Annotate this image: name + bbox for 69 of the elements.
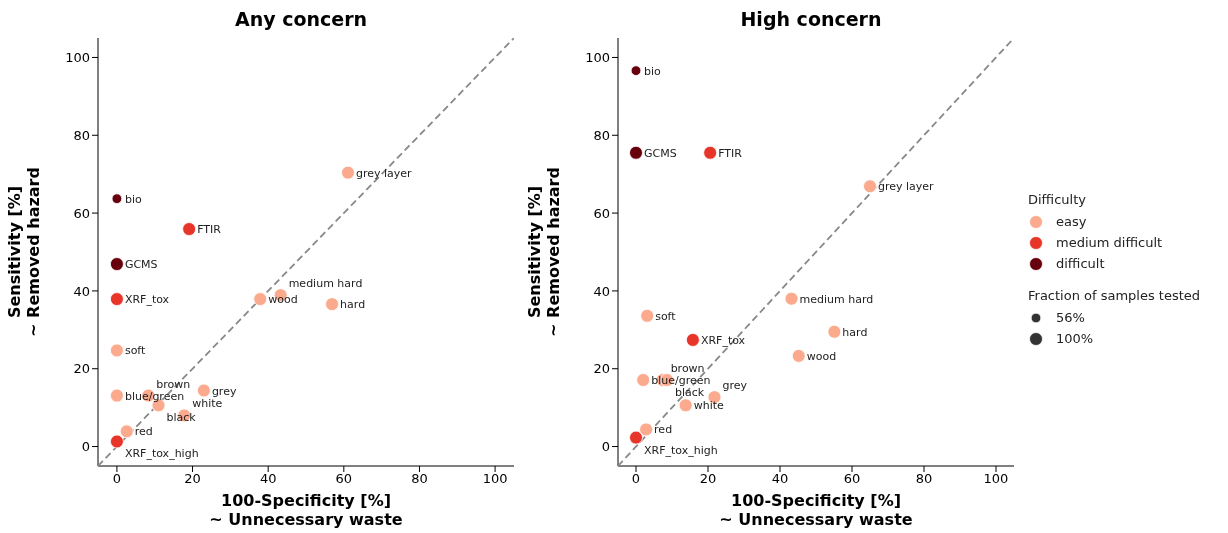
x-tick-label: 80 <box>915 471 933 487</box>
annotation: wood <box>268 293 298 307</box>
annotation: GCMS <box>124 258 158 272</box>
y-tick-label: 80 <box>593 127 610 143</box>
annotation: FTIR <box>718 146 743 160</box>
annotation: soft <box>124 344 147 358</box>
text: Fraction of samples tested <box>1028 288 1202 303</box>
y-axis-title: Sensitivity [%] ~ Removed hazard <box>524 167 563 337</box>
annotation: white <box>192 397 223 411</box>
y-tick-label: 20 <box>593 361 610 377</box>
annotation: GCMS <box>644 146 677 160</box>
annotation: black <box>166 411 197 425</box>
legend-label: difficult <box>1056 256 1105 271</box>
x-tick-label: 0 <box>112 471 122 487</box>
y-tick-label: 20 <box>73 361 90 377</box>
annotation: hard <box>340 298 366 312</box>
x-tick-label: 0 <box>631 471 641 487</box>
x-axis-title: 100-Specificity [%] ~ Unnecessary waste <box>719 491 913 529</box>
annotation: black <box>674 386 705 400</box>
y-tick-label: 60 <box>593 205 610 221</box>
annotation: medium hard <box>288 277 363 291</box>
y-tick-label: 40 <box>593 283 610 299</box>
annotation: red <box>654 423 673 437</box>
y-tick-label: 100 <box>585 50 610 66</box>
annotation: grey <box>722 379 748 393</box>
annotation: brown <box>670 362 705 376</box>
annotation: grey layer <box>355 166 413 180</box>
x-tick-label: 80 <box>411 471 428 487</box>
y-tick-label: 0 <box>601 439 610 455</box>
legend-label: easy <box>1056 214 1087 229</box>
x-axis-title: 100-Specificity [%] ~ Unnecessary waste <box>209 491 403 529</box>
y-axis-title: Sensitivity [%] ~ Removed hazard <box>4 167 43 337</box>
legend-title: Difficulty <box>1028 192 1087 207</box>
annotation: grey layer <box>878 180 935 194</box>
y-tick-label: 60 <box>73 205 90 221</box>
annotation: XRF_tox_high <box>644 443 718 457</box>
annotation: XRF_tox <box>700 333 746 347</box>
legend-label: 56% <box>1056 310 1085 325</box>
y-tick-label: 100 <box>65 50 90 66</box>
x-tick-label: 40 <box>259 471 277 487</box>
annotation: red <box>134 425 153 439</box>
x-tick-label: 40 <box>771 471 789 487</box>
annotation: XRF_tox_high <box>124 447 199 461</box>
x-tick-label: 100 <box>983 471 1009 487</box>
y-tick-label: 40 <box>73 283 90 299</box>
legend-label: 100% <box>1056 331 1094 346</box>
annotation: XRF_tox <box>124 293 170 307</box>
annotation: bio <box>644 64 662 78</box>
y-tick-label: 80 <box>73 127 90 143</box>
annotation: bio <box>124 192 142 206</box>
annotation: blue/green <box>651 374 711 388</box>
annotation: white <box>693 399 725 413</box>
annotation: FTIR <box>197 223 222 237</box>
x-tick-label: 60 <box>843 471 861 487</box>
legend-label: medium difficult <box>1056 235 1163 250</box>
annotation: blue/green <box>124 389 185 403</box>
chart-title: High concern <box>739 8 883 32</box>
y-tick-label: 0 <box>81 439 90 455</box>
x-tick-label: 20 <box>184 471 201 487</box>
annotation: grey <box>211 384 237 398</box>
x-tick-label: 100 <box>482 471 508 487</box>
annotation: medium hard <box>799 292 874 306</box>
annotation: brown <box>156 377 191 391</box>
x-tick-label: 20 <box>699 471 717 487</box>
annotation: soft <box>655 309 677 323</box>
chart-title: Any concern <box>233 8 369 32</box>
annotation: wood <box>806 349 837 363</box>
annotation: hard <box>842 325 868 339</box>
x-tick-label: 60 <box>335 471 353 487</box>
